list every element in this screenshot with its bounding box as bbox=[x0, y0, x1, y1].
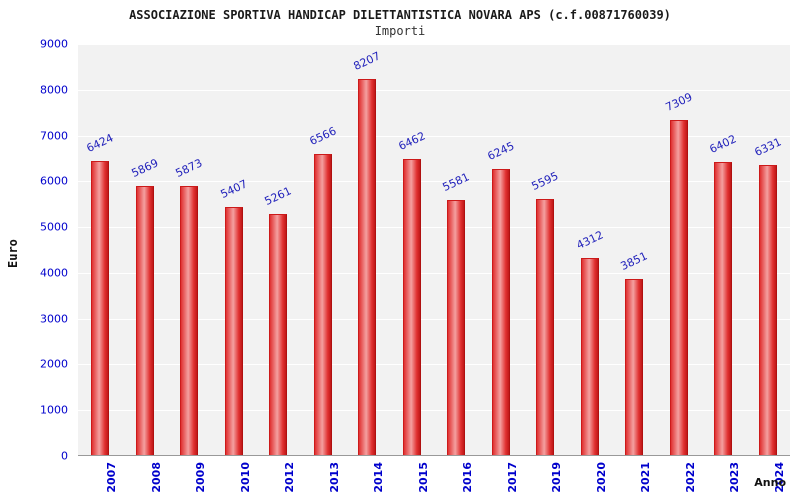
bar-value-label: 6331 bbox=[752, 135, 784, 160]
x-tick-label-2008: 2008 bbox=[149, 462, 163, 493]
bar-2007[interactable] bbox=[91, 160, 110, 455]
bar-chart: Euro 0 1000 2000 3000 4000 5000 6000 7000 8000 90… bbox=[0, 38, 800, 498]
bar-2010[interactable] bbox=[224, 207, 243, 455]
gridline bbox=[78, 318, 790, 320]
gridline bbox=[78, 181, 790, 183]
y-tick-label: 2000 bbox=[40, 357, 68, 371]
y-tick-label: 5000 bbox=[40, 220, 68, 234]
x-tick-label-2022: 2022 bbox=[683, 462, 697, 493]
gridline bbox=[78, 44, 790, 45]
bar-2014[interactable] bbox=[358, 79, 377, 455]
x-tick-label-2019: 2019 bbox=[550, 462, 564, 493]
bar-2022[interactable] bbox=[669, 120, 688, 455]
y-tick-label: 9000 bbox=[40, 37, 68, 51]
y-tick-label: 4000 bbox=[40, 266, 68, 280]
x-tick-label-2013: 2013 bbox=[327, 462, 341, 493]
bar-2016[interactable] bbox=[447, 199, 466, 455]
bar-value-label: 8207 bbox=[351, 49, 383, 74]
bar-2012[interactable] bbox=[269, 214, 288, 455]
y-tick-label: 3000 bbox=[40, 312, 68, 326]
x-tick-label-2010: 2010 bbox=[238, 462, 252, 493]
bar-value-label: 6566 bbox=[307, 124, 339, 149]
bar-value-label: 4312 bbox=[574, 227, 606, 252]
x-tick-label-2007: 2007 bbox=[105, 462, 119, 493]
gridline bbox=[78, 410, 790, 412]
bar-2017[interactable] bbox=[491, 169, 510, 455]
plot-area: 6424 5869 5873 5407 5261 6566 8207 6462 5581 6245… bbox=[78, 44, 790, 456]
gridline bbox=[78, 272, 790, 274]
x-tick-label-2012: 2012 bbox=[283, 462, 297, 493]
bar-value-label: 6245 bbox=[485, 139, 517, 164]
x-tick-label-2015: 2015 bbox=[416, 462, 430, 493]
bar-value-label: 5261 bbox=[262, 184, 294, 209]
bar-value-label: 5581 bbox=[440, 169, 472, 194]
bar-2024[interactable] bbox=[758, 165, 777, 455]
bar-value-label: 3851 bbox=[618, 249, 650, 273]
bar-2008[interactable] bbox=[135, 186, 154, 455]
bar-value-label: 5873 bbox=[173, 156, 205, 181]
x-tick-label-2020: 2020 bbox=[594, 462, 608, 493]
bar-2015[interactable] bbox=[402, 159, 421, 455]
y-tick-label: 1000 bbox=[40, 403, 68, 417]
chart-title: ASSOCIAZIONE SPORTIVA HANDICAP DILETTANT… bbox=[129, 8, 671, 22]
bar-value-label: 5595 bbox=[529, 169, 561, 193]
x-tick-label-2023: 2023 bbox=[728, 462, 742, 493]
gridline bbox=[78, 227, 790, 229]
gridline bbox=[78, 364, 790, 366]
bar-2021[interactable] bbox=[625, 278, 644, 455]
bar-2020[interactable] bbox=[580, 257, 599, 455]
bar-2013[interactable] bbox=[313, 154, 332, 455]
bar-2023[interactable] bbox=[714, 161, 733, 455]
bar-value-label: 5869 bbox=[129, 156, 161, 181]
bar-value-label: 7309 bbox=[663, 90, 695, 115]
y-axis-tick-labels: 0 1000 2000 3000 4000 5000 6000 7000 8000 9000 bbox=[0, 38, 72, 463]
y-tick-label: 8000 bbox=[40, 83, 68, 97]
x-tick-label-2014: 2014 bbox=[372, 462, 386, 493]
x-tick-label-2017: 2017 bbox=[505, 462, 519, 493]
x-tick-label-2021: 2021 bbox=[639, 462, 653, 493]
y-tick-label: 7000 bbox=[40, 129, 68, 143]
bar-2019[interactable] bbox=[536, 198, 555, 455]
y-tick-label: 6000 bbox=[40, 174, 68, 188]
bar-value-label: 6462 bbox=[396, 129, 428, 154]
chart-subtitle: Importi bbox=[374, 24, 426, 38]
x-tick-label-2009: 2009 bbox=[194, 462, 208, 493]
bar-2009[interactable] bbox=[180, 186, 199, 455]
x-tick-label-2016: 2016 bbox=[461, 462, 475, 493]
gridline bbox=[78, 135, 790, 137]
y-tick-label: 0 bbox=[61, 449, 68, 463]
gridline bbox=[78, 89, 790, 91]
x-axis-title: Anno bbox=[754, 476, 786, 489]
